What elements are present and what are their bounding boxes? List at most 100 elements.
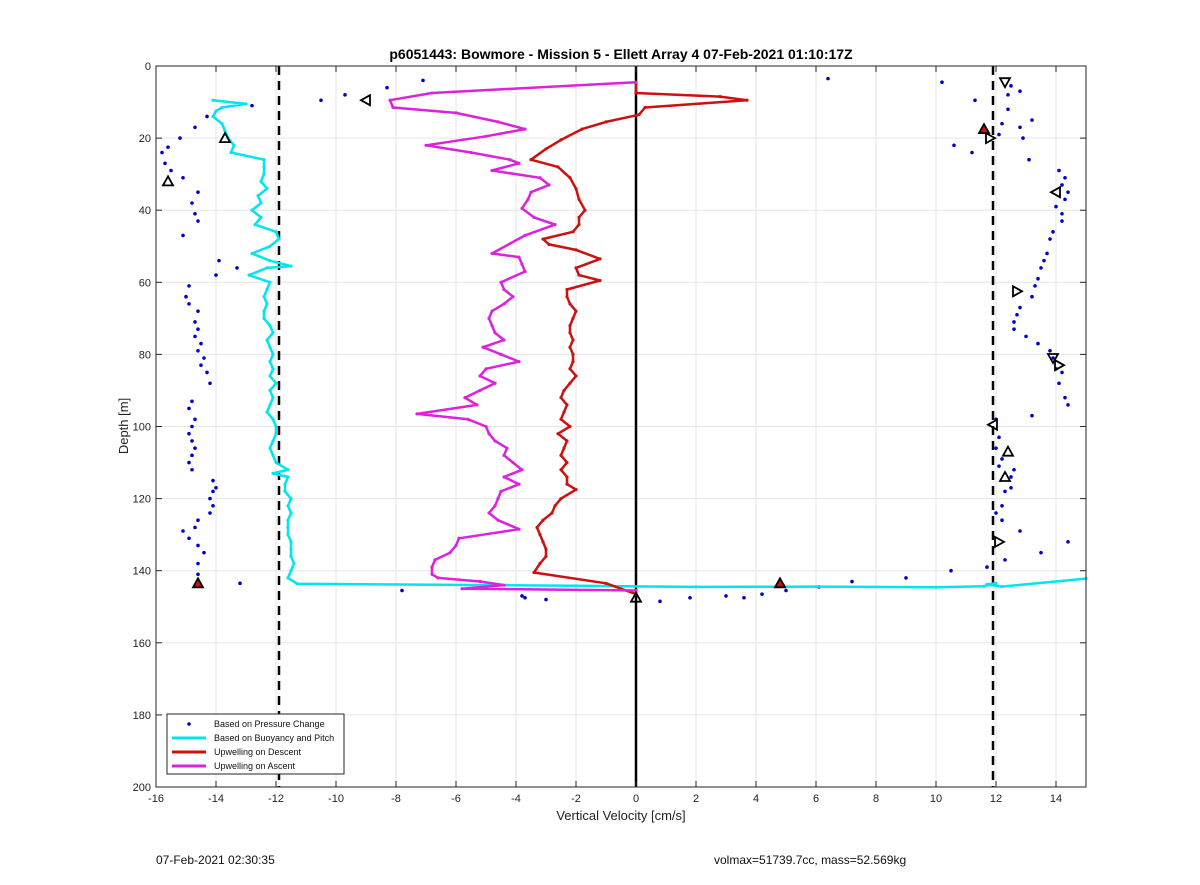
- pressure-point: [1003, 558, 1007, 562]
- pressure-point: [400, 588, 404, 593]
- series-vertex: [574, 186, 578, 191]
- series-vertex: [559, 453, 563, 457]
- series-vertex: [265, 338, 269, 342]
- pressure-point: [214, 485, 218, 490]
- series-vertex: [559, 138, 563, 142]
- triangle-marker: [359, 93, 371, 107]
- series-vertex: [511, 295, 515, 299]
- series-vertex: [268, 446, 272, 450]
- series-vertex: [478, 388, 482, 393]
- series-vertex: [487, 511, 491, 515]
- pressure-point: [211, 478, 215, 483]
- series-vertex: [577, 215, 581, 220]
- series-vertex: [262, 158, 266, 162]
- x-tick-label: -6: [451, 793, 461, 805]
- pressure-point: [193, 212, 197, 216]
- series-vertex: [505, 446, 509, 450]
- triangle-marker: [998, 77, 1012, 90]
- series-vertex: [247, 273, 251, 277]
- series-vertex: [574, 374, 578, 378]
- pressure-point: [952, 143, 956, 148]
- pressure-point: [160, 150, 164, 155]
- y-tick-label: 20: [139, 133, 151, 145]
- series-vertex: [565, 287, 569, 292]
- pressure-point: [985, 565, 989, 569]
- pressure-point: [190, 453, 194, 458]
- series-vertex: [265, 186, 269, 191]
- series-vertex: [490, 323, 494, 328]
- series-vertex: [268, 374, 272, 378]
- pressure-point: [1036, 341, 1040, 346]
- y-tick-label: 40: [139, 205, 151, 217]
- pressure-point: [208, 511, 212, 515]
- series-vertex: [499, 489, 503, 493]
- series-vertex: [583, 208, 587, 212]
- pressure-point: [1048, 348, 1052, 353]
- series-vertex: [574, 248, 578, 252]
- series-vertex: [562, 446, 566, 450]
- series-vertex: [637, 113, 641, 117]
- series-vertex: [529, 158, 533, 162]
- triangle-marker: [1049, 185, 1061, 199]
- series-vertex: [262, 309, 266, 313]
- x-tick-label: -16: [148, 793, 164, 805]
- series-vertex: [478, 374, 482, 378]
- series-vertex: [268, 388, 272, 393]
- series-vertex: [538, 533, 542, 537]
- series-vertex: [517, 255, 521, 259]
- series-vertex: [391, 105, 395, 110]
- pressure-point: [949, 568, 953, 573]
- series-vertex: [559, 417, 563, 421]
- series-vertex: [271, 331, 275, 335]
- pressure-point: [997, 464, 1001, 468]
- series-vertex: [454, 111, 458, 115]
- series-vertex: [277, 237, 281, 241]
- series-vertex: [271, 396, 275, 400]
- series-vertex: [265, 266, 269, 270]
- series-vertex: [268, 403, 272, 407]
- x-tick-label: 0: [633, 793, 639, 805]
- series-vertex: [562, 388, 566, 393]
- y-tick-label: 180: [133, 710, 151, 722]
- pressure-point: [1018, 125, 1022, 130]
- series-vertex: [547, 183, 551, 187]
- pressure-point: [1009, 485, 1013, 490]
- pressure-point: [211, 489, 215, 494]
- x-tick-label: -4: [511, 793, 521, 805]
- pressure-point: [1066, 540, 1070, 544]
- series-vertex: [262, 316, 266, 320]
- pressure-point: [1051, 356, 1055, 360]
- pressure-point: [544, 597, 548, 602]
- series-vertex: [283, 489, 287, 493]
- series-vertex: [286, 468, 290, 472]
- pressure-point: [190, 399, 194, 404]
- pressure-point: [1063, 175, 1067, 180]
- series-vertex: [553, 223, 557, 227]
- series-vertex: [259, 215, 263, 220]
- series-vertex: [490, 251, 494, 256]
- pressure-point: [196, 518, 200, 523]
- pressure-point: [196, 561, 200, 566]
- pressure-point: [187, 284, 191, 288]
- pressure-point: [997, 435, 1001, 440]
- series-vertex: [598, 278, 602, 283]
- pressure-point: [1012, 320, 1016, 324]
- series-vertex: [289, 540, 293, 544]
- pressure-point: [250, 103, 254, 108]
- series-vertex: [289, 547, 293, 551]
- pressure-point: [1063, 395, 1067, 400]
- series-vertex: [556, 165, 560, 169]
- pressure-point: [1030, 294, 1034, 299]
- triangle-marker: [977, 122, 991, 135]
- series-vertex: [694, 585, 698, 589]
- series-vertex: [541, 540, 545, 544]
- series-vertex: [499, 280, 503, 284]
- series-vertex: [556, 432, 560, 436]
- series-vertex: [541, 237, 545, 241]
- y-tick-label: 100: [133, 422, 151, 434]
- pressure-point: [196, 190, 200, 194]
- series-vertex: [574, 266, 578, 270]
- series-vertex: [643, 105, 647, 110]
- series-vertex: [436, 576, 440, 580]
- series-vertex: [559, 468, 563, 472]
